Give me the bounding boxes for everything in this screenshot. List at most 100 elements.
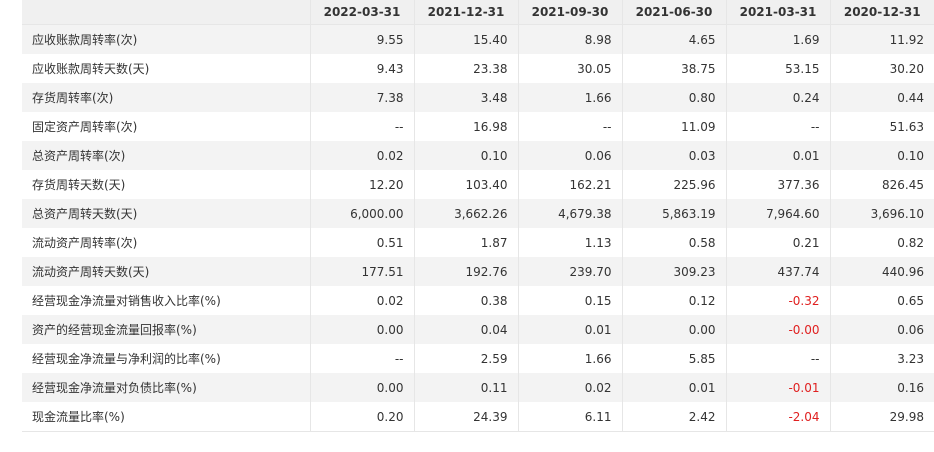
value-cell: 0.02: [309, 286, 414, 315]
value-cell: 23.38: [413, 54, 518, 83]
value-cell: 9.55: [309, 24, 414, 54]
header-date[interactable]: 2021-12-31: [413, 0, 518, 25]
header-label-cell: [22, 0, 310, 25]
value-cell: 51.63: [829, 112, 934, 141]
value-cell: --: [309, 344, 414, 373]
value-cell: 1.87: [413, 228, 518, 257]
value-cell: 0.44: [829, 83, 934, 112]
value-cell: 8.98: [517, 24, 622, 54]
value-cell: 0.24: [725, 83, 830, 112]
value-cell: 4.65: [621, 24, 726, 54]
value-cell: 16.98: [413, 112, 518, 141]
value-cell: 38.75: [621, 54, 726, 83]
value-cell: -0.00: [725, 315, 830, 344]
row-label: 存货周转率(次): [22, 83, 310, 112]
value-cell: 3.48: [413, 83, 518, 112]
value-cell: 1.66: [517, 344, 622, 373]
table-row: 经营现金净流量对销售收入比率(%) 0.02 0.38 0.15 0.12 -0.32 0.…: [22, 286, 934, 315]
value-cell: 0.01: [517, 315, 622, 344]
value-cell: 0.21: [725, 228, 830, 257]
value-cell: 24.39: [413, 402, 518, 432]
row-label: 现金流量比率(%): [22, 402, 310, 432]
value-cell: 12.20: [309, 170, 414, 199]
table-row: 经营现金净流量对负债比率(%) 0.00 0.11 0.02 0.01 -0.01 0.16: [22, 373, 934, 402]
value-cell: 2.42: [621, 402, 726, 432]
value-cell: 5,863.19: [621, 199, 726, 228]
value-cell: 7,964.60: [725, 199, 830, 228]
table-row: 总资产周转天数(天) 6,000.00 3,662.26 4,679.38 5,863.…: [22, 199, 934, 228]
value-cell: 9.43: [309, 54, 414, 83]
value-cell: 0.20: [309, 402, 414, 432]
value-cell: 0.06: [829, 315, 934, 344]
value-cell: -0.32: [725, 286, 830, 315]
header-date[interactable]: 2021-03-31: [725, 0, 830, 25]
value-cell: 192.76: [413, 257, 518, 286]
table-header-row: 2022-03-31 2021-12-31 2021-09-30 2021-06…: [22, 0, 934, 25]
value-cell: 30.05: [517, 54, 622, 83]
value-cell: 0.51: [309, 228, 414, 257]
value-cell: 1.66: [517, 83, 622, 112]
header-date[interactable]: 2021-09-30: [517, 0, 622, 25]
row-label: 流动资产周转天数(天): [22, 257, 310, 286]
table-row: 经营现金净流量与净利润的比率(%) -- 2.59 1.66 5.85 -- 3.23: [22, 344, 934, 373]
value-cell: 0.02: [309, 141, 414, 170]
value-cell: 11.09: [621, 112, 726, 141]
financial-ratio-table-container: 2022-03-31 2021-12-31 2021-09-30 2021-06…: [22, 0, 934, 432]
value-cell: 103.40: [413, 170, 518, 199]
value-cell: 440.96: [829, 257, 934, 286]
table-row: 存货周转率(次) 7.38 3.48 1.66 0.80 0.24 0.44: [22, 83, 934, 112]
value-cell: 239.70: [517, 257, 622, 286]
value-cell: --: [725, 344, 830, 373]
header-date[interactable]: 2021-06-30: [621, 0, 726, 25]
value-cell: 0.02: [517, 373, 622, 402]
value-cell: -0.01: [725, 373, 830, 402]
row-label: 应收账款周转天数(天): [22, 54, 310, 83]
value-cell: --: [517, 112, 622, 141]
value-cell: 0.65: [829, 286, 934, 315]
value-cell: 0.00: [309, 315, 414, 344]
value-cell: 0.15: [517, 286, 622, 315]
value-cell: 0.82: [829, 228, 934, 257]
value-cell: 6,000.00: [309, 199, 414, 228]
value-cell: 3,662.26: [413, 199, 518, 228]
row-label: 总资产周转率(次): [22, 141, 310, 170]
value-cell: 0.10: [413, 141, 518, 170]
table-row: 应收账款周转天数(天) 9.43 23.38 30.05 38.75 53.15 30.20: [22, 54, 934, 83]
table-row: 现金流量比率(%) 0.20 24.39 6.11 2.42 -2.04 29.98: [22, 402, 934, 432]
value-cell: 30.20: [829, 54, 934, 83]
value-cell: 225.96: [621, 170, 726, 199]
row-label: 经营现金净流量对销售收入比率(%): [22, 286, 310, 315]
value-cell: 4,679.38: [517, 199, 622, 228]
value-cell: 1.13: [517, 228, 622, 257]
value-cell: 0.01: [621, 373, 726, 402]
value-cell: 7.38: [309, 83, 414, 112]
value-cell: 162.21: [517, 170, 622, 199]
header-date[interactable]: 2020-12-31: [829, 0, 934, 25]
row-label: 经营现金净流量对负债比率(%): [22, 373, 310, 402]
table-row: 流动资产周转天数(天) 177.51 192.76 239.70 309.23 437.7…: [22, 257, 934, 286]
table-row: 存货周转天数(天) 12.20 103.40 162.21 225.96 377.36 82…: [22, 170, 934, 199]
value-cell: -2.04: [725, 402, 830, 432]
value-cell: 2.59: [413, 344, 518, 373]
value-cell: 5.85: [621, 344, 726, 373]
value-cell: 0.00: [621, 315, 726, 344]
value-cell: 0.16: [829, 373, 934, 402]
value-cell: 3.23: [829, 344, 934, 373]
value-cell: 0.10: [829, 141, 934, 170]
header-date[interactable]: 2022-03-31: [309, 0, 414, 25]
row-label: 总资产周转天数(天): [22, 199, 310, 228]
table-row: 应收账款周转率(次) 9.55 15.40 8.98 4.65 1.69 11.92: [22, 24, 934, 54]
value-cell: 0.03: [621, 141, 726, 170]
row-label: 资产的经营现金流量回报率(%): [22, 315, 310, 344]
value-cell: 6.11: [517, 402, 622, 432]
table-row: 资产的经营现金流量回报率(%) 0.00 0.04 0.01 0.00 -0.00 0.06: [22, 315, 934, 344]
value-cell: 437.74: [725, 257, 830, 286]
value-cell: 0.00: [309, 373, 414, 402]
financial-ratio-table: 2022-03-31 2021-12-31 2021-09-30 2021-06…: [22, 0, 934, 432]
table-row: 流动资产周转率(次) 0.51 1.87 1.13 0.58 0.21 0.82: [22, 228, 934, 257]
value-cell: 0.12: [621, 286, 726, 315]
value-cell: 29.98: [829, 402, 934, 432]
value-cell: --: [725, 112, 830, 141]
row-label: 应收账款周转率(次): [22, 24, 310, 54]
value-cell: 826.45: [829, 170, 934, 199]
